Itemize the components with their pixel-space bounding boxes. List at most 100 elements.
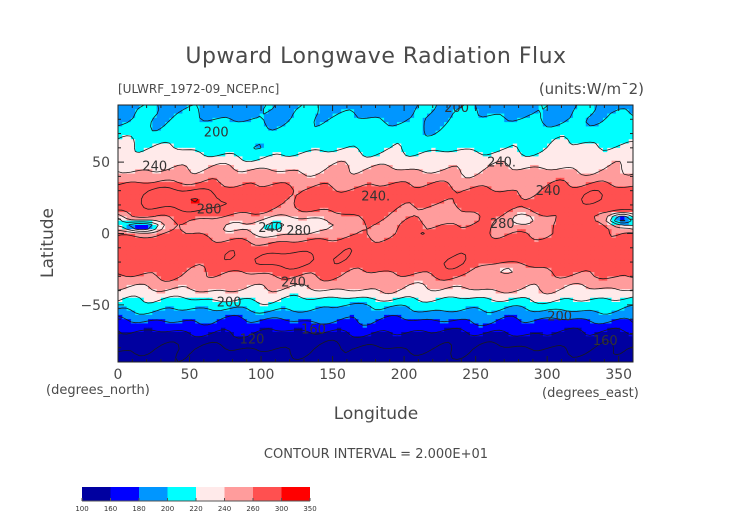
field-cell <box>405 250 411 256</box>
field-cell <box>195 139 201 145</box>
field-cell <box>465 130 471 136</box>
field-cell <box>465 147 471 153</box>
field-cell <box>585 164 591 170</box>
field-cell <box>165 126 171 132</box>
field-cell <box>221 263 226 269</box>
field-cell <box>431 190 437 196</box>
field-cell <box>525 254 531 260</box>
field-cell <box>465 190 471 196</box>
field-cell <box>379 259 385 265</box>
field-cell <box>212 194 218 200</box>
field-cell <box>427 233 432 239</box>
field-cell <box>611 160 617 166</box>
field-cell <box>615 134 621 140</box>
field-cell <box>328 139 334 145</box>
field-cell <box>482 105 488 110</box>
field-cell <box>259 152 265 157</box>
field-cell <box>457 182 462 187</box>
field-cell <box>302 190 308 196</box>
field-cell <box>508 117 514 123</box>
field-cell <box>354 134 359 140</box>
field-cell <box>135 152 141 157</box>
field-cell <box>130 199 136 205</box>
field-cell <box>311 194 317 200</box>
field-cell <box>255 263 261 269</box>
field-cell <box>173 203 179 209</box>
field-cell <box>427 190 432 196</box>
field-cell <box>564 105 570 110</box>
field-cell <box>195 134 201 140</box>
field-cell <box>208 139 214 145</box>
field-cell <box>285 229 291 235</box>
field-cell <box>448 173 454 179</box>
field-cell <box>465 109 471 115</box>
field-cell <box>422 134 428 140</box>
field-cell <box>203 267 209 273</box>
field-cell <box>517 199 523 205</box>
field-cell <box>624 190 630 196</box>
field-cell <box>427 220 432 226</box>
field-cell <box>564 169 570 175</box>
field-cell <box>242 139 248 145</box>
field-cell <box>148 246 153 252</box>
field-cell <box>199 250 205 256</box>
field-cell <box>396 190 402 196</box>
field-cell <box>255 250 261 256</box>
field-cell <box>414 224 420 230</box>
field-cell <box>349 152 355 157</box>
field-cell <box>135 199 141 205</box>
field-cell <box>478 254 484 260</box>
field-cell <box>555 199 561 205</box>
field-cell <box>469 186 475 192</box>
field-cell <box>568 177 574 183</box>
field-cell <box>375 147 381 153</box>
field-cell <box>409 242 415 247</box>
field-cell <box>491 267 497 273</box>
field-cell <box>465 254 471 260</box>
field-cell <box>298 182 304 187</box>
field-cell <box>435 246 441 252</box>
field-cell <box>512 130 518 136</box>
field-cell <box>182 126 188 132</box>
field-cell <box>324 276 329 282</box>
field-cell <box>542 113 548 119</box>
field-cell <box>126 126 132 132</box>
field-cell <box>375 224 381 230</box>
field-cell <box>225 259 231 265</box>
field-cell <box>465 216 471 222</box>
field-cell <box>439 242 445 247</box>
field-cell <box>538 246 544 252</box>
field-cell <box>538 147 544 153</box>
field-cell <box>427 212 432 217</box>
field-cell <box>341 130 347 136</box>
field-cell <box>242 250 248 256</box>
field-cell <box>628 160 633 166</box>
field-cell <box>268 242 274 247</box>
field-cell <box>354 267 359 273</box>
field-cell <box>392 216 398 222</box>
field-cell <box>345 263 351 269</box>
field-cell <box>392 126 398 132</box>
field-cell <box>405 263 411 269</box>
field-cell <box>392 199 398 205</box>
field-cell <box>324 263 329 269</box>
field-cell <box>465 177 471 183</box>
field-cell <box>190 143 196 149</box>
field-cell <box>482 229 488 235</box>
field-cell <box>268 117 274 123</box>
field-cell <box>534 216 540 222</box>
field-cell <box>422 122 428 128</box>
field-cell <box>487 130 492 136</box>
field-cell <box>332 242 338 247</box>
field-cell <box>602 203 608 209</box>
field-cell <box>354 229 359 235</box>
field-cell <box>332 216 338 222</box>
field-cell <box>538 216 544 222</box>
field-cell <box>238 182 244 187</box>
field-cell <box>581 169 587 175</box>
field-cell <box>478 190 484 196</box>
field-cell <box>298 143 304 149</box>
field-cell <box>238 143 244 149</box>
field-cell <box>165 254 171 260</box>
field-cell <box>482 139 488 145</box>
